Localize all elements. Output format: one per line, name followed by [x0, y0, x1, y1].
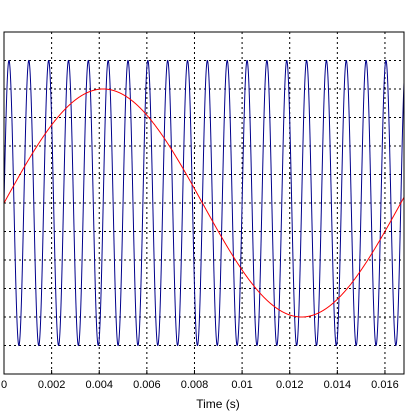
x-axis: 0 0.002 0.004 0.006 0.008 0.01 0.012 0.014 0.016 — [1, 370, 399, 391]
series-line-low-frequency — [3, 88, 405, 318]
x-tick-label: 0.012 — [276, 379, 304, 391]
x-tick-label: 0.004 — [85, 379, 113, 391]
series-group — [3, 59, 405, 347]
x-tick-label: 0.01 — [231, 379, 252, 391]
x-tick-label: 0 — [1, 379, 7, 391]
plot-area — [3, 31, 405, 375]
x-axis-label: Time (s) — [196, 397, 240, 411]
x-tick-label: 0.006 — [133, 379, 161, 391]
x-tick-label: 0.002 — [38, 379, 66, 391]
x-tick-label: 0.014 — [324, 379, 352, 391]
series-line-high-frequency — [3, 59, 405, 347]
plot-frame — [3, 31, 405, 375]
x-tick-label: 0.016 — [371, 379, 399, 391]
x-tick-label: 0.008 — [181, 379, 209, 391]
